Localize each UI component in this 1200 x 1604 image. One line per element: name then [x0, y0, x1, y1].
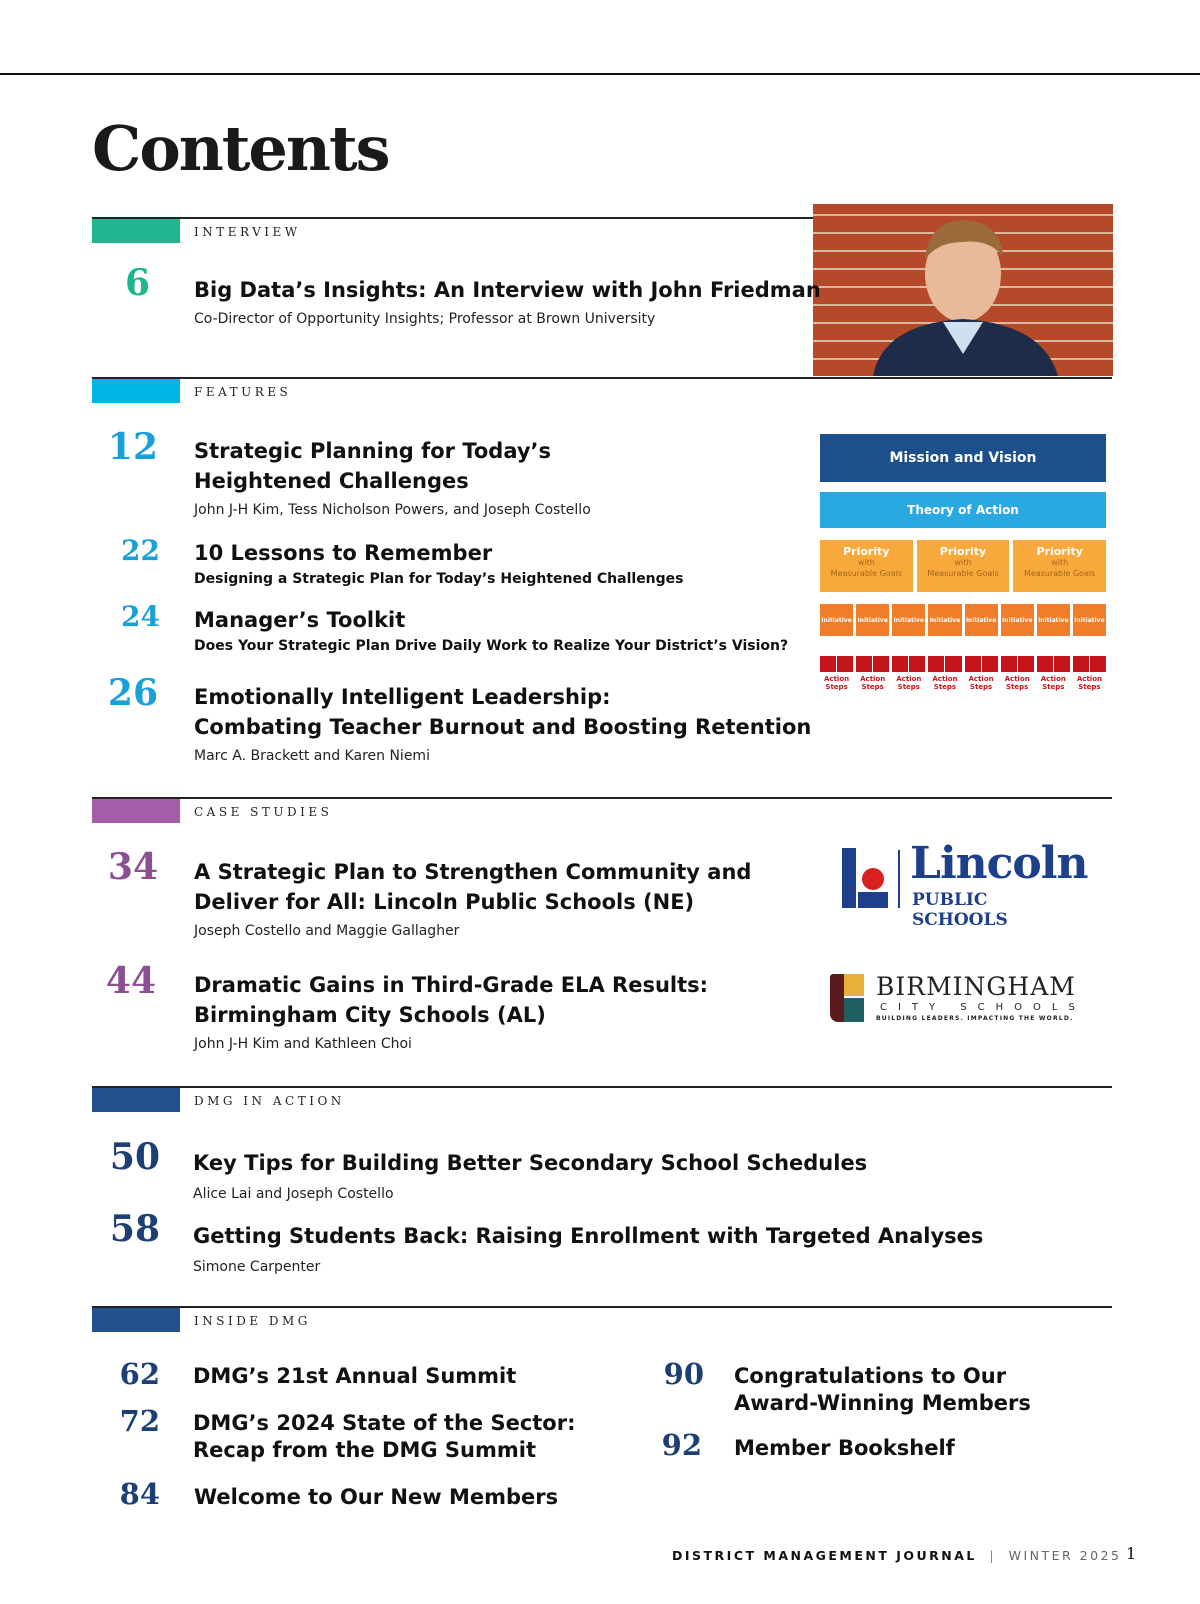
- page-number: 84: [119, 1477, 160, 1511]
- action-steps-label: Action Steps: [968, 675, 994, 691]
- initiative-box: Initiative: [856, 604, 890, 636]
- page-number: 34: [107, 846, 158, 888]
- action-steps-label: Action Steps: [1076, 675, 1102, 691]
- article-title-line2[interactable]: Deliver for All: Lincoln Public Schools …: [194, 890, 695, 914]
- page-number: 72: [119, 1404, 160, 1438]
- action-steps-box: [964, 656, 998, 672]
- initiative-box: Initiative: [820, 604, 854, 636]
- action-steps-box: [1000, 656, 1034, 672]
- action-steps-box: [1036, 656, 1070, 672]
- article-title[interactable]: Big Data’s Insights: An Interview with J…: [194, 278, 821, 302]
- article-title[interactable]: Dramatic Gains in Third-Grade ELA Result…: [194, 973, 709, 997]
- journal-name: DISTRICT MANAGEMENT JOURNAL: [672, 1548, 977, 1563]
- article-subtitle: Designing a Strategic Plan for Today’s H…: [194, 571, 684, 587]
- action-steps-label: Action Steps: [1040, 675, 1066, 691]
- article-subtitle: John J-H Kim and Kathleen Choi: [194, 1036, 412, 1052]
- page-number-footer: 1: [1126, 1544, 1137, 1563]
- section-label: INSIDE DMG: [194, 1314, 311, 1328]
- page-number: 44: [105, 960, 156, 1002]
- issue-date: WINTER 2025: [1008, 1548, 1122, 1563]
- priority-box: Priority with Measurable Goals: [820, 540, 913, 592]
- page-number: 50: [109, 1136, 160, 1178]
- initiative-box: Initiative: [928, 604, 962, 636]
- page-number: 6: [124, 262, 150, 304]
- action-steps-label: Action Steps: [932, 675, 958, 691]
- article-subtitle: Alice Lai and Joseph Costello: [193, 1186, 394, 1202]
- article-title[interactable]: 10 Lessons to Remember: [194, 541, 493, 565]
- article-title[interactable]: DMG’s 21st Annual Summit: [193, 1364, 517, 1388]
- article-title[interactable]: DMG’s 2024 State of the Sector:: [193, 1411, 576, 1435]
- birmingham-city-schools-logo: BIRMINGHAM CITY SCHOOLS BUILDING LEADERS…: [830, 972, 1090, 1028]
- initiative-box: Initiative: [1072, 604, 1106, 636]
- lincoln-public-schools-logo: Lincoln PUBLIC SCHOOLS: [842, 838, 1088, 930]
- section-color-bar: [92, 1308, 180, 1332]
- article-title[interactable]: Welcome to Our New Members: [194, 1485, 559, 1509]
- page-number: 26: [107, 672, 158, 714]
- action-steps-label: Action Steps: [896, 675, 922, 691]
- footer-separator: |: [989, 1548, 997, 1563]
- action-steps-label: Action Steps: [860, 675, 886, 691]
- article-title[interactable]: Congratulations to Our: [734, 1364, 1007, 1388]
- section-label: FEATURES: [194, 385, 292, 399]
- article-subtitle: Marc A. Brackett and Karen Niemi: [194, 748, 430, 764]
- page-title: Contents: [92, 112, 390, 185]
- initiative-box: Initiative: [1000, 604, 1034, 636]
- page-number: 62: [119, 1357, 160, 1391]
- page-number: 24: [121, 600, 160, 633]
- mission-box: Mission and Vision: [820, 434, 1106, 482]
- action-steps-box: [1072, 656, 1106, 672]
- article-title[interactable]: Manager’s Toolkit: [194, 608, 406, 632]
- article-subtitle: Simone Carpenter: [193, 1259, 321, 1275]
- initiative-box: Initiative: [1036, 604, 1070, 636]
- article-title[interactable]: Member Bookshelf: [734, 1436, 955, 1460]
- section-color-bar: [92, 379, 180, 403]
- section-label: CASE STUDIES: [194, 805, 333, 819]
- action-steps-box: [928, 656, 962, 672]
- article-title[interactable]: Emotionally Intelligent Leadership:: [194, 685, 611, 709]
- page-number: 92: [661, 1428, 702, 1462]
- section-label: DMG IN ACTION: [194, 1094, 345, 1108]
- page-number: 22: [121, 534, 160, 567]
- article-title[interactable]: Strategic Planning for Today’s: [194, 439, 552, 463]
- page-number: 90: [663, 1357, 704, 1391]
- action-steps-label: Action Steps: [1004, 675, 1030, 691]
- action-steps-box: [856, 656, 890, 672]
- section-interview: INTERVIEW: [92, 217, 1112, 243]
- section-label: INTERVIEW: [194, 225, 301, 239]
- section-inside-dmg: INSIDE DMG: [92, 1306, 1112, 1332]
- section-case-studies: CASE STUDIES: [92, 797, 1112, 823]
- article-title-line2[interactable]: Recap from the DMG Summit: [193, 1438, 536, 1462]
- top-rule: [0, 73, 1200, 75]
- article-title[interactable]: Getting Students Back: Raising Enrollmen…: [193, 1224, 984, 1248]
- article-title[interactable]: A Strategic Plan to Strengthen Community…: [194, 860, 752, 884]
- article-title[interactable]: Key Tips for Building Better Secondary S…: [193, 1151, 868, 1175]
- theory-box: Theory of Action: [820, 492, 1106, 528]
- article-title-line2[interactable]: Award-Winning Members: [734, 1391, 1031, 1415]
- priority-box: Priority with Measurable Goals: [1013, 540, 1107, 592]
- article-title-line2[interactable]: Birmingham City Schools (AL): [194, 1003, 546, 1027]
- initiative-box: Initiative: [892, 604, 926, 636]
- article-title-line2[interactable]: Heightened Challenges: [194, 469, 469, 493]
- section-dmg-in-action: DMG IN ACTION: [92, 1086, 1112, 1112]
- article-subtitle: John J-H Kim, Tess Nicholson Powers, and…: [194, 502, 591, 518]
- section-color-bar: [92, 1088, 180, 1112]
- article-title-line2[interactable]: Combating Teacher Burnout and Boosting R…: [194, 715, 812, 739]
- article-subtitle: Does Your Strategic Plan Drive Daily Wor…: [194, 638, 789, 654]
- footer: DISTRICT MANAGEMENT JOURNAL | WINTER 202…: [672, 1548, 1122, 1563]
- article-subtitle: Co-Director of Opportunity Insights; Pro…: [194, 311, 656, 327]
- john-friedman-photo: [813, 204, 1113, 376]
- initiative-box: Initiative: [964, 604, 998, 636]
- section-features: FEATURES: [92, 377, 1112, 403]
- priority-box: Priority with Measurable Goals: [916, 540, 1010, 592]
- section-color-bar: [92, 799, 180, 823]
- action-steps-box: [820, 656, 854, 672]
- action-steps-label: Action Steps: [824, 675, 850, 691]
- page-number: 58: [109, 1208, 160, 1250]
- strategic-plan-diagram: Mission and Vision Theory of Action Prio…: [820, 434, 1107, 691]
- article-subtitle: Joseph Costello and Maggie Gallagher: [194, 923, 460, 939]
- section-color-bar: [92, 219, 180, 243]
- page-number: 12: [107, 426, 158, 468]
- action-steps-box: [892, 656, 926, 672]
